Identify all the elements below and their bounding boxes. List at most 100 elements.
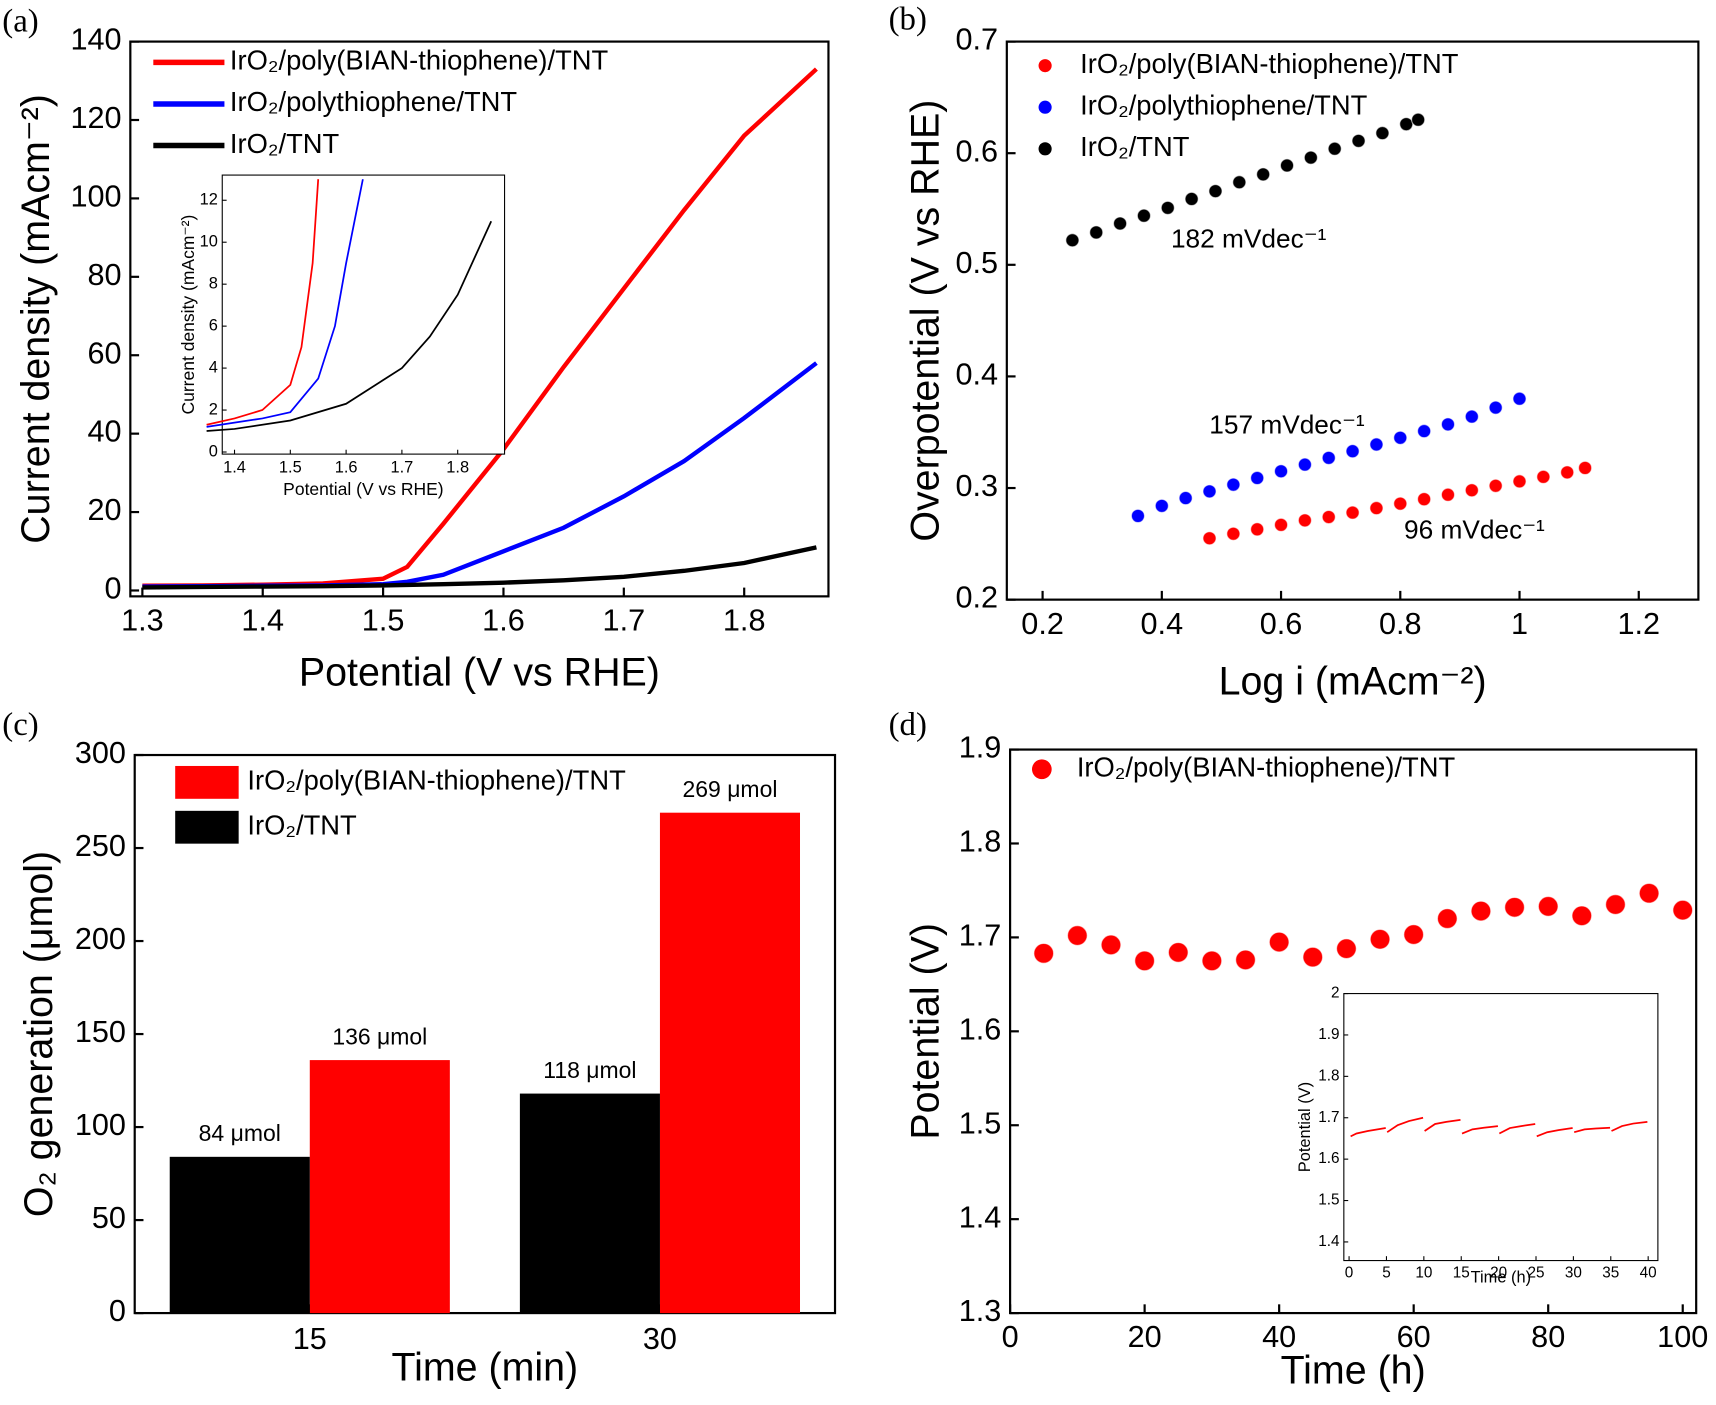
data-point (1512, 391, 1527, 406)
data-point (1393, 430, 1408, 445)
y-axis-label: O₂ generation (μmol) (17, 851, 61, 1217)
data-point (1436, 908, 1458, 930)
data-point (1470, 900, 1492, 922)
data-point (1321, 450, 1336, 466)
data-point (1512, 474, 1527, 489)
x-tick-label: 1.4 (241, 603, 284, 637)
data-point (1605, 894, 1626, 915)
y-tick-label: 2 (1331, 985, 1340, 1002)
data-point (1327, 141, 1342, 156)
bar-value-label: 269 μmol (682, 776, 777, 802)
data-point (1232, 175, 1247, 190)
bar-value-label: 136 μmol (332, 1023, 427, 1049)
legend-key (1038, 59, 1052, 73)
data-point (1504, 896, 1525, 918)
x-axis-label: Potential (V vs RHE) (283, 479, 443, 499)
x-tick-label: 1.7 (390, 458, 413, 476)
x-tick-label: 80 (1531, 1320, 1565, 1354)
y-tick-label: 4 (209, 358, 218, 376)
data-point (1235, 949, 1256, 971)
data-point (1202, 531, 1217, 546)
y-tick-label: 12 (200, 191, 218, 209)
x-axis-label: Time (h) (1471, 1268, 1531, 1286)
annotation: 157 mVdec⁻¹ (1209, 410, 1365, 440)
y-tick-label: 8 (209, 275, 218, 293)
y-tick-label: 6 (209, 316, 218, 334)
y-tick-label: 50 (92, 1201, 126, 1235)
bar (659, 812, 801, 1314)
data-point (1399, 117, 1414, 132)
x-tick-label: 60 (1397, 1320, 1431, 1354)
bar (309, 1060, 450, 1314)
data-point (1536, 469, 1551, 484)
y-tick-label: 80 (88, 258, 122, 292)
data-point (1066, 925, 1088, 946)
data-point (1112, 216, 1128, 231)
y-tick-label: 0 (105, 572, 122, 606)
x-tick-label: 30 (1565, 1265, 1582, 1282)
data-point (1273, 517, 1289, 532)
legend-label: IrO₂/TNT (1080, 131, 1190, 162)
x-tick-label: 20 (1490, 1265, 1507, 1282)
legend-label: IrO₂/TNT (230, 128, 340, 159)
y-tick-label: 1.7 (1318, 1109, 1339, 1126)
x-tick-label: 40 (1640, 1265, 1657, 1282)
legend-key (1038, 100, 1052, 114)
data-point (1250, 522, 1265, 537)
data-point (1100, 934, 1122, 956)
data-point (1273, 464, 1289, 479)
data-point (1403, 924, 1425, 945)
x-tick-label: 40 (1262, 1320, 1296, 1354)
annotation: 182 mVdec⁻¹ (1171, 224, 1327, 254)
y-tick-label: 1.8 (1318, 1067, 1339, 1084)
y-tick-label: 1.4 (1318, 1233, 1340, 1250)
data-point (1440, 417, 1456, 432)
x-tick-label: 0.4 (1141, 607, 1184, 641)
data-point (1411, 112, 1426, 127)
x-tick-label: 1.6 (482, 603, 525, 637)
y-tick-label: 200 (75, 922, 126, 956)
data-line (142, 545, 817, 590)
data-point (1488, 400, 1503, 415)
y-tick-label: 1.3 (959, 1294, 1002, 1328)
y-tick-label: 100 (70, 180, 121, 214)
data-point (1250, 470, 1265, 486)
data-point (1297, 457, 1313, 472)
y-tick-label: 2 (209, 400, 218, 418)
data-point (1065, 233, 1080, 248)
x-axis-label: Potential (V vs RHE) (299, 651, 660, 695)
y-axis-label: Current density (mAcm⁻²) (178, 215, 198, 415)
data-point (1345, 505, 1360, 520)
y-tick-label: 0.5 (955, 246, 998, 280)
data-line (206, 179, 364, 428)
data-point (1537, 896, 1559, 917)
x-tick-label: 100 (1657, 1320, 1708, 1354)
data-point (1321, 509, 1336, 525)
data-point (1417, 423, 1432, 439)
y-tick-label: 1.6 (959, 1012, 1002, 1046)
plot-frame (221, 174, 506, 455)
plot-frame (1343, 993, 1659, 1262)
panel-label: (c) (2, 707, 38, 743)
data-point (1226, 526, 1241, 541)
x-tick-label: 0 (1002, 1320, 1019, 1354)
data-point (1202, 484, 1217, 499)
data-line (1350, 1116, 1648, 1138)
y-tick-label: 1.4 (959, 1200, 1002, 1234)
data-point (1577, 460, 1593, 476)
data-point (1226, 477, 1241, 492)
data-point (1345, 444, 1360, 459)
data-point (1375, 125, 1390, 141)
data-point (1393, 496, 1408, 511)
x-axis-label: Time (min) (392, 1345, 579, 1389)
data-point (1302, 946, 1324, 968)
y-tick-label: 300 (75, 736, 126, 770)
legend-label: IrO₂/polythiophene/TNT (1080, 89, 1368, 120)
legend-label: IrO₂/TNT (247, 809, 357, 840)
x-tick-label: 1.5 (362, 603, 405, 637)
data-point (1256, 167, 1271, 182)
x-axis-label: Log i (mAcm⁻²) (1219, 659, 1487, 703)
data-point (1201, 950, 1223, 972)
legend-key (175, 765, 239, 799)
y-tick-label: 0.2 (955, 581, 998, 615)
